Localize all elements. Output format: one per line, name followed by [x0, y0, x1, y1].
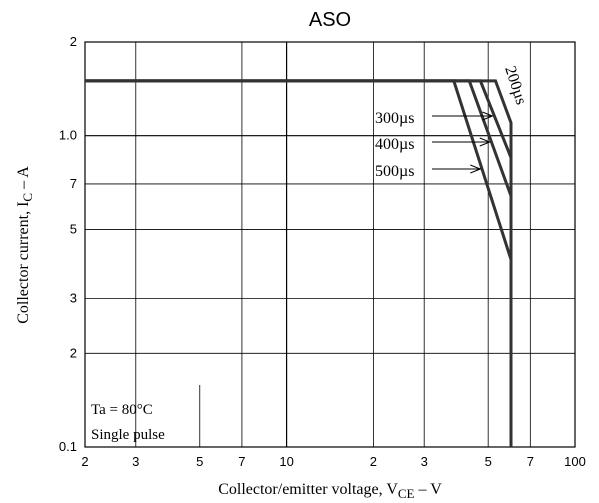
y-tick-label: 1.0: [59, 128, 77, 143]
plot-frame: [85, 42, 575, 447]
y-axis-label-unit: – A: [15, 166, 32, 193]
chart-title: ASO: [309, 9, 351, 31]
annotation-pulse: Single pulse: [91, 427, 165, 443]
y-axis-label: Collector current, IC – A: [15, 166, 35, 324]
y-tick-labels: 0.1 2 3 5 7 1.0 2: [59, 34, 77, 454]
x-tick-label: 3: [421, 454, 428, 469]
x-tick-label: 7: [238, 454, 245, 469]
x-tick-label: 5: [485, 454, 492, 469]
x-axis-label-unit: – V: [415, 481, 443, 498]
series-line-2: [85, 81, 511, 158]
grid: [85, 42, 575, 447]
series-line-3: [85, 81, 511, 196]
x-tick-labels: 2 3 5 7 10 2 3 5 7 100: [81, 454, 585, 469]
y-tick-label: 7: [70, 176, 77, 191]
x-axis-label: Collector/emitter voltage, VCE – V: [218, 481, 442, 501]
label-300us: 300µs: [375, 110, 414, 127]
x-tick-label: 100: [564, 454, 586, 469]
label-200us: 200µs: [501, 64, 529, 107]
x-tick-label: 2: [81, 454, 88, 469]
y-tick-label: 0.1: [59, 439, 77, 454]
x-tick-label: 2: [370, 454, 377, 469]
label-400us: 400µs: [375, 136, 414, 153]
y-axis-label-sub: C: [20, 193, 35, 202]
x-tick-label: 3: [132, 454, 139, 469]
x-tick-label: 5: [196, 454, 203, 469]
y-tick-label: 5: [70, 221, 77, 236]
y-tick-label: 2: [70, 34, 77, 49]
label-500us: 500µs: [375, 163, 414, 180]
series-line-4: [85, 81, 511, 260]
x-tick-label: 7: [527, 454, 534, 469]
annotation-temperature: Ta = 80°C: [91, 402, 153, 418]
y-tick-label: 2: [70, 345, 77, 360]
y-tick-label: 3: [70, 290, 77, 305]
x-axis-label-sub: CE: [398, 486, 415, 501]
x-tick-label: 10: [279, 454, 293, 469]
